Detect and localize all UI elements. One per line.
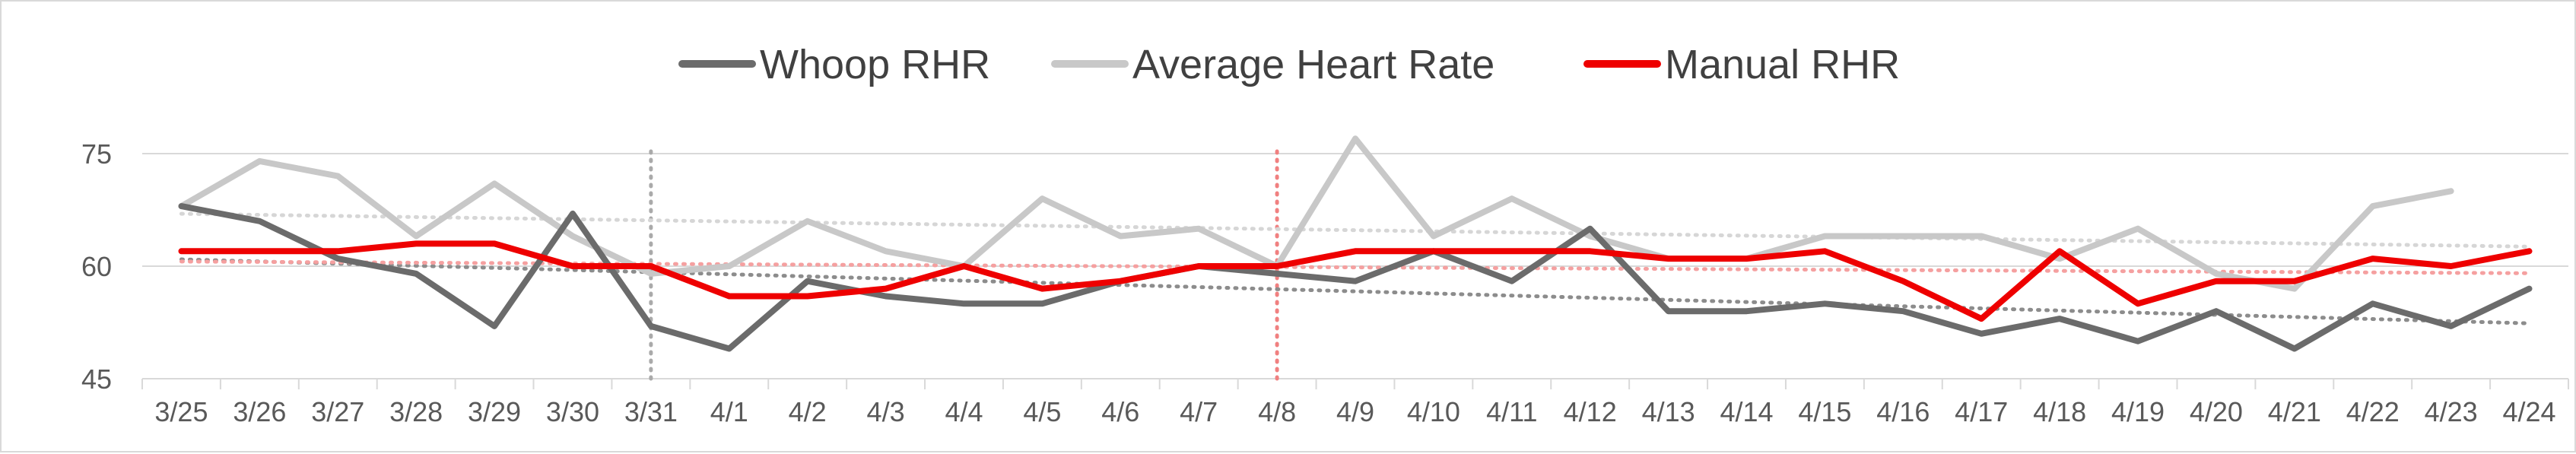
x-tick-label: 4/12: [1564, 396, 1617, 427]
y-tick-label: 45: [81, 364, 112, 395]
x-tick-label: 3/26: [233, 396, 286, 427]
x-tick-label: 4/4: [945, 396, 983, 427]
x-tick-label: 4/21: [2268, 396, 2321, 427]
x-tick-label: 4/18: [2033, 396, 2086, 427]
x-tick-label: 3/28: [389, 396, 443, 427]
x-tick-label: 4/24: [2503, 396, 2556, 427]
x-tick-label: 4/9: [1336, 396, 1374, 427]
x-tick-label: 4/16: [1876, 396, 1930, 427]
x-tick-label: 3/31: [624, 396, 678, 427]
legend-label: Manual RHR: [1665, 42, 1900, 87]
x-tick-label: 4/7: [1180, 396, 1218, 427]
x-tick-label: 4/5: [1023, 396, 1061, 427]
y-tick-label: 60: [81, 251, 112, 282]
legend-entry: Whoop RHR: [678, 42, 990, 87]
x-tick-label: 4/20: [2190, 396, 2243, 427]
trendline: [179, 211, 2532, 249]
legend-entry: Average Heart Rate: [1051, 42, 1494, 87]
x-tick-label: 3/29: [468, 396, 521, 427]
x-tick-label: 4/15: [1798, 396, 1851, 427]
x-tick-label: 3/30: [546, 396, 599, 427]
x-tick-label: 4/1: [710, 396, 748, 427]
series-lines: [178, 135, 2533, 352]
series-line-whoop-rhr: [178, 203, 2533, 352]
x-tick-label: 4/8: [1258, 396, 1296, 427]
axes: 45 60 75 3/25 3/26 3/27 3/28 3/29 3/30 3/31 4/1 4/2…: [81, 138, 2569, 427]
x-tick-label: 4/11: [1486, 396, 1537, 427]
legend-entry: Manual RHR: [1583, 42, 1900, 87]
legend-label: Average Heart Rate: [1132, 42, 1494, 87]
y-tick-label: 75: [81, 138, 112, 170]
x-tick-label: 4/13: [1642, 396, 1695, 427]
x-tick-label: 4/6: [1101, 396, 1139, 427]
x-tick-label: 4/3: [867, 396, 905, 427]
x-tick-label: 3/27: [311, 396, 364, 427]
x-tick-label: 4/2: [789, 396, 827, 427]
x-tick-label: 4/19: [2111, 396, 2165, 427]
series-line-manual-rhr: [178, 240, 2533, 322]
trendline: [179, 257, 2532, 325]
x-tick-label: 4/10: [1407, 396, 1460, 427]
x-tick-label: 4/17: [1955, 396, 2008, 427]
x-tick-label: 3/25: [154, 396, 208, 427]
legend: Whoop RHR Average Heart Rate Manual RHR: [678, 42, 1900, 87]
x-tick-label: 4/22: [2346, 396, 2400, 427]
legend-label: Whoop RHR: [760, 42, 990, 87]
x-tick-label: 4/14: [1720, 396, 1773, 427]
x-tick-label: 4/23: [2425, 396, 2478, 427]
